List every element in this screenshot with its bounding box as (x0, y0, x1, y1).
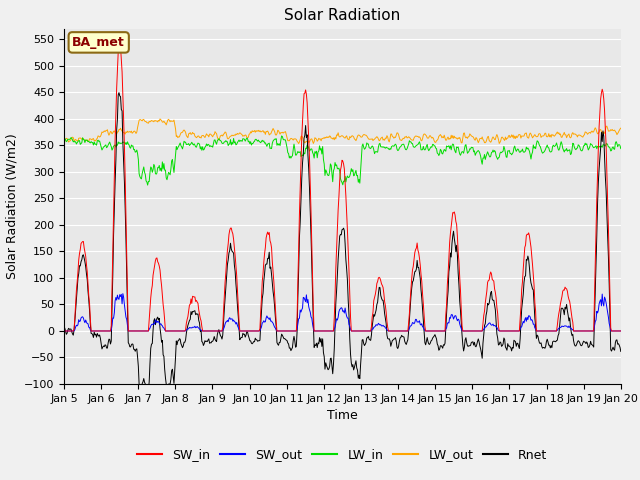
LW_out (60, 139, 68, 144)
LW_in (617, 146, 625, 152)
LW_in (412, 144, 419, 149)
Title: Solar Radiation: Solar Radiation (284, 9, 401, 24)
LW_in (214, 137, 222, 143)
LW_out (127, 128, 135, 134)
SW_out (60, 328, 68, 334)
Rnet (115, 90, 123, 96)
SW_out (119, 291, 127, 297)
SW_out (214, 328, 222, 334)
LW_out (156, 116, 164, 122)
Text: BA_met: BA_met (72, 36, 125, 49)
Rnet (128, 341, 136, 347)
SW_in (185, 308, 193, 313)
LW_in (278, 133, 285, 139)
SW_out (128, 328, 136, 334)
Rnet (70, 327, 78, 333)
Line: LW_out: LW_out (64, 119, 621, 144)
LW_in (127, 142, 135, 148)
Line: LW_in: LW_in (64, 136, 621, 185)
SW_out (617, 328, 625, 334)
LW_out (185, 131, 193, 137)
LW_in (60, 135, 68, 141)
Y-axis label: Solar Radiation (W/m2): Solar Radiation (W/m2) (5, 133, 19, 279)
LW_out (70, 138, 78, 144)
Rnet (215, 327, 223, 333)
LW_out (412, 133, 419, 139)
SW_in (128, 328, 136, 334)
Line: SW_in: SW_in (64, 47, 621, 331)
Legend: SW_in, SW_out, LW_in, LW_out, Rnet: SW_in, SW_out, LW_in, LW_out, Rnet (132, 444, 552, 467)
Line: SW_out: SW_out (64, 294, 621, 331)
LW_out (295, 141, 303, 146)
SW_in (214, 328, 222, 334)
SW_out (411, 320, 419, 325)
LW_in (428, 144, 436, 150)
Line: Rnet: Rnet (64, 93, 621, 393)
SW_in (70, 326, 78, 332)
SW_out (70, 328, 78, 334)
LW_in (144, 182, 152, 188)
SW_in (116, 44, 124, 49)
Rnet (428, 337, 436, 343)
SW_in (60, 328, 68, 334)
LW_in (70, 138, 78, 144)
LW_in (185, 141, 193, 146)
Rnet (60, 324, 68, 330)
X-axis label: Time: Time (327, 409, 358, 422)
SW_in (617, 328, 625, 334)
Rnet (144, 390, 152, 396)
SW_in (411, 250, 419, 255)
Rnet (186, 318, 193, 324)
Rnet (412, 268, 419, 274)
SW_out (428, 328, 435, 334)
LW_out (428, 135, 436, 141)
LW_out (617, 125, 625, 131)
SW_in (428, 328, 435, 334)
Rnet (617, 348, 625, 354)
LW_out (214, 136, 222, 142)
SW_out (185, 326, 193, 332)
